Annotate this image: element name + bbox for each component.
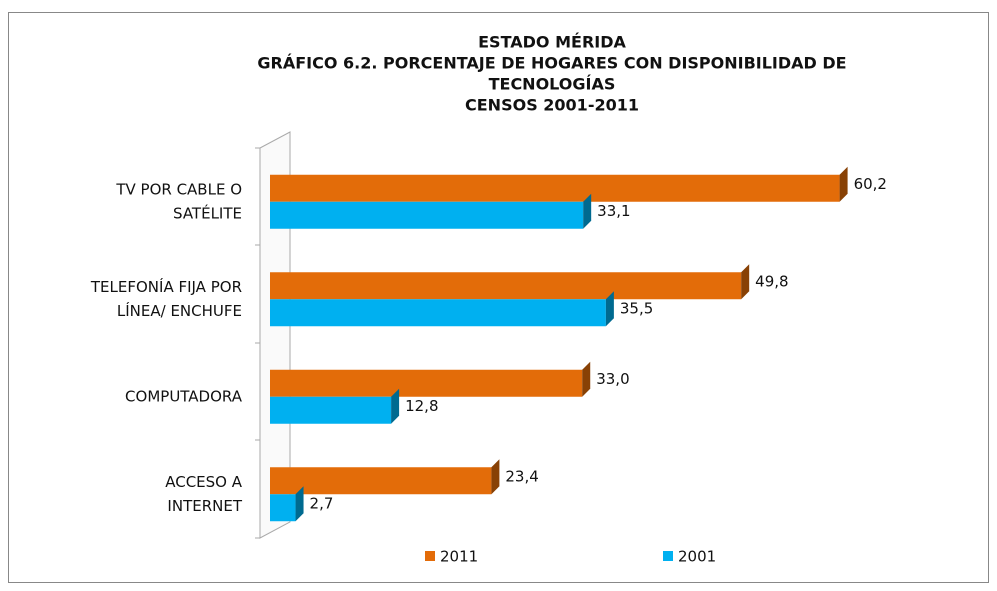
value-label: 12,8 bbox=[405, 397, 438, 415]
category-label: SATÉLITE bbox=[173, 203, 242, 222]
bar bbox=[270, 201, 584, 229]
bar bbox=[270, 174, 840, 202]
legend-swatch bbox=[425, 551, 435, 561]
bar bbox=[270, 369, 583, 397]
value-label: 33,1 bbox=[597, 202, 630, 220]
chart-title: GRÁFICO 6.2. PORCENTAJE DE HOGARES CON D… bbox=[257, 54, 846, 73]
bar-side bbox=[491, 459, 500, 495]
bar bbox=[270, 494, 296, 522]
category-label: COMPUTADORA bbox=[125, 387, 243, 405]
legend-swatch bbox=[663, 551, 673, 561]
chart-title: ESTADO MÉRIDA bbox=[478, 33, 626, 52]
chart-title: TECNOLOGÍAS bbox=[489, 75, 616, 94]
value-label: 35,5 bbox=[620, 299, 653, 317]
bar-side bbox=[391, 388, 400, 424]
bar-side bbox=[605, 291, 614, 327]
axis-wall bbox=[255, 131, 291, 539]
legend-label: 2011 bbox=[440, 548, 478, 566]
category-label: TELEFONÍA FIJA POR bbox=[90, 277, 242, 296]
bar-side bbox=[839, 166, 848, 202]
value-label: 2,7 bbox=[310, 494, 334, 512]
value-label: 60,2 bbox=[854, 175, 887, 193]
legend-label: 2001 bbox=[678, 548, 716, 566]
bar bbox=[270, 396, 392, 424]
chart-title: CENSOS 2001-2011 bbox=[465, 96, 639, 115]
bar-side bbox=[582, 361, 591, 397]
value-label: 23,4 bbox=[505, 467, 538, 485]
category-label: TV POR CABLE O bbox=[115, 180, 242, 198]
bar bbox=[270, 467, 492, 495]
category-label: INTERNET bbox=[167, 497, 242, 515]
bar-side bbox=[295, 486, 304, 522]
value-label: 33,0 bbox=[596, 370, 629, 388]
bar bbox=[270, 299, 606, 327]
bar-side bbox=[583, 193, 592, 229]
bar bbox=[270, 272, 742, 300]
category-label: LÍNEA/ ENCHUFE bbox=[117, 301, 242, 320]
bar-side bbox=[741, 264, 750, 300]
category-label: ACCESO A bbox=[165, 473, 243, 491]
value-label: 49,8 bbox=[755, 272, 788, 290]
